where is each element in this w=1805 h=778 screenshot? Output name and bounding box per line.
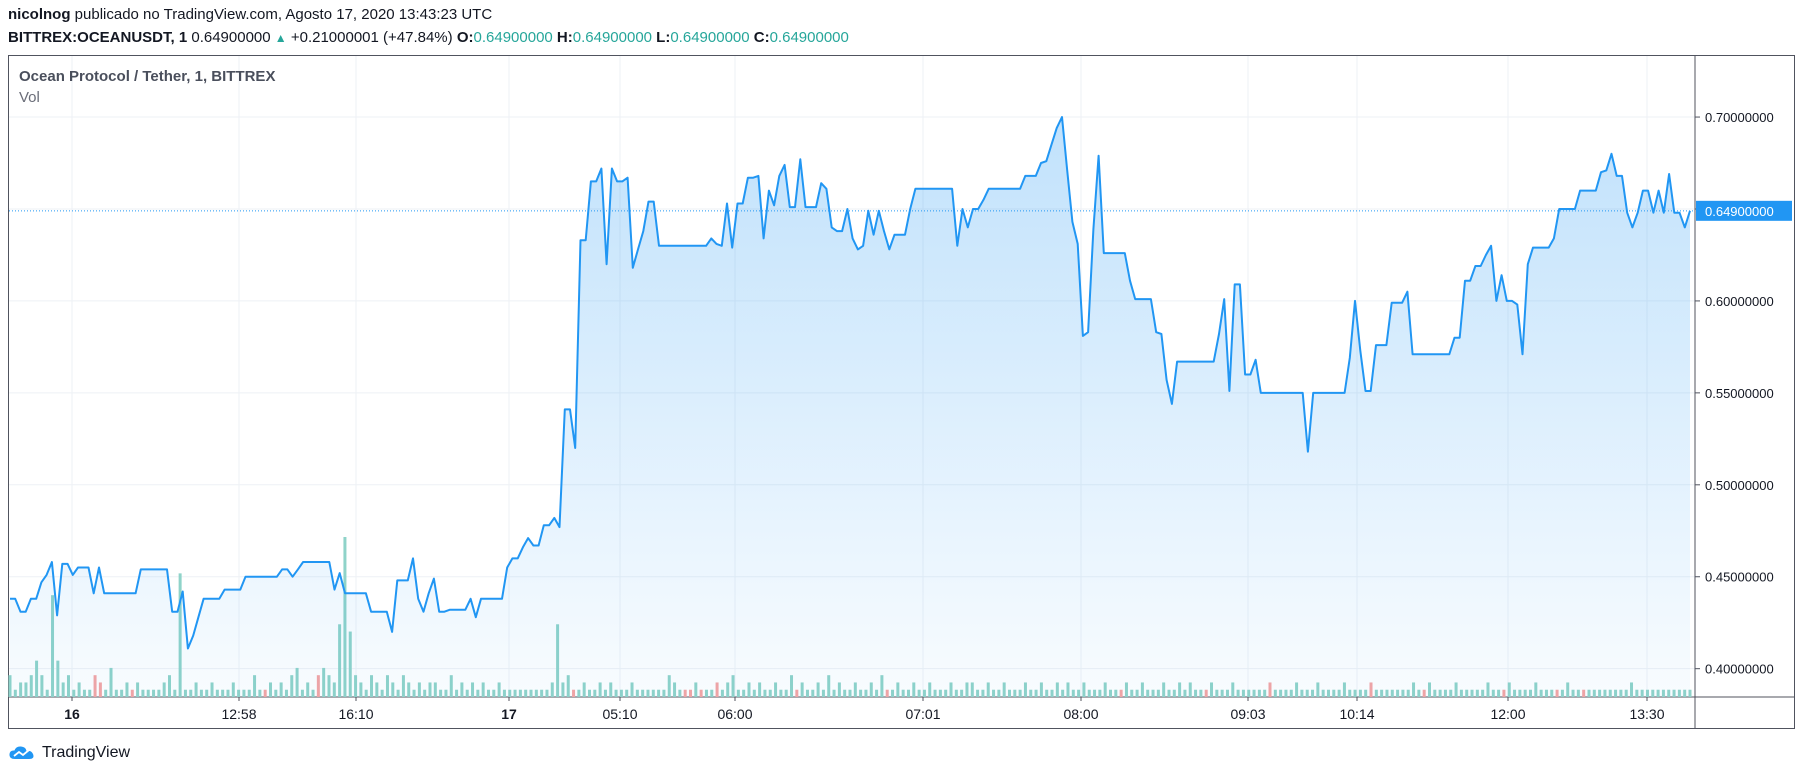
price-change: +0.21000001 (+47.84%)	[290, 29, 453, 46]
x-tick-label: 17	[501, 706, 517, 722]
symbol-info-bar: BITTREX:OCEANUSDT, 1 0.64900000 ▲ +0.210…	[8, 29, 849, 46]
last-price-label: 0.64900000	[1705, 204, 1774, 219]
y-tick-label: 0.55000000	[1705, 386, 1774, 401]
x-tick-label: 06:00	[717, 706, 752, 722]
tradingview-logo[interactable]: TradingView	[8, 744, 130, 762]
publication-info: nicolnog publicado no TradingView.com, A…	[8, 6, 492, 23]
close-label: C:	[753, 29, 770, 46]
volume-legend[interactable]: Vol	[19, 89, 40, 106]
low-value: 0.64900000	[670, 29, 750, 46]
open-label: O:	[456, 29, 474, 46]
x-tick-label: 05:10	[602, 706, 637, 722]
high-value: 0.64900000	[572, 29, 652, 46]
x-tick-label: 16	[64, 706, 80, 722]
low-label: L:	[656, 29, 671, 46]
x-tick-label: 13:30	[1629, 706, 1664, 722]
y-tick-label: 0.70000000	[1705, 110, 1774, 125]
y-tick-label: 0.50000000	[1705, 478, 1774, 493]
close-value: 0.64900000	[769, 29, 849, 46]
price-line	[10, 116, 1691, 650]
chart-legend-title[interactable]: Ocean Protocol / Tether, 1, BITTREX	[19, 68, 276, 85]
author-name[interactable]: nicolnog	[8, 6, 71, 23]
up-arrow-icon: ▲	[274, 31, 287, 45]
x-tick-label: 12:58	[221, 706, 256, 722]
x-tick-label: 08:00	[1063, 706, 1098, 722]
y-tick-label: 0.60000000	[1705, 294, 1774, 309]
last-price: 0.64900000	[191, 29, 271, 46]
x-tick-label: 09:03	[1230, 706, 1265, 722]
x-tick-label: 10:14	[1339, 706, 1374, 722]
x-tick-label: 12:00	[1490, 706, 1525, 722]
open-value: 0.64900000	[473, 29, 553, 46]
price-area-fill	[10, 117, 1690, 697]
last-price-tag	[1696, 200, 1792, 221]
x-tick-label: 16:10	[338, 706, 373, 722]
symbol-label: BITTREX:OCEANUSDT, 1	[8, 29, 188, 46]
high-label: H:	[556, 29, 573, 46]
y-tick-label: 0.45000000	[1705, 570, 1774, 585]
published-text: publicado no TradingView.com, Agosto 17,…	[74, 6, 493, 23]
chart-frame[interactable]	[8, 55, 1795, 729]
brand-name: TradingView	[42, 744, 131, 761]
x-tick-label: 07:01	[905, 706, 940, 722]
cloud-logo-icon	[9, 746, 34, 759]
y-tick-label: 0.40000000	[1705, 662, 1774, 677]
